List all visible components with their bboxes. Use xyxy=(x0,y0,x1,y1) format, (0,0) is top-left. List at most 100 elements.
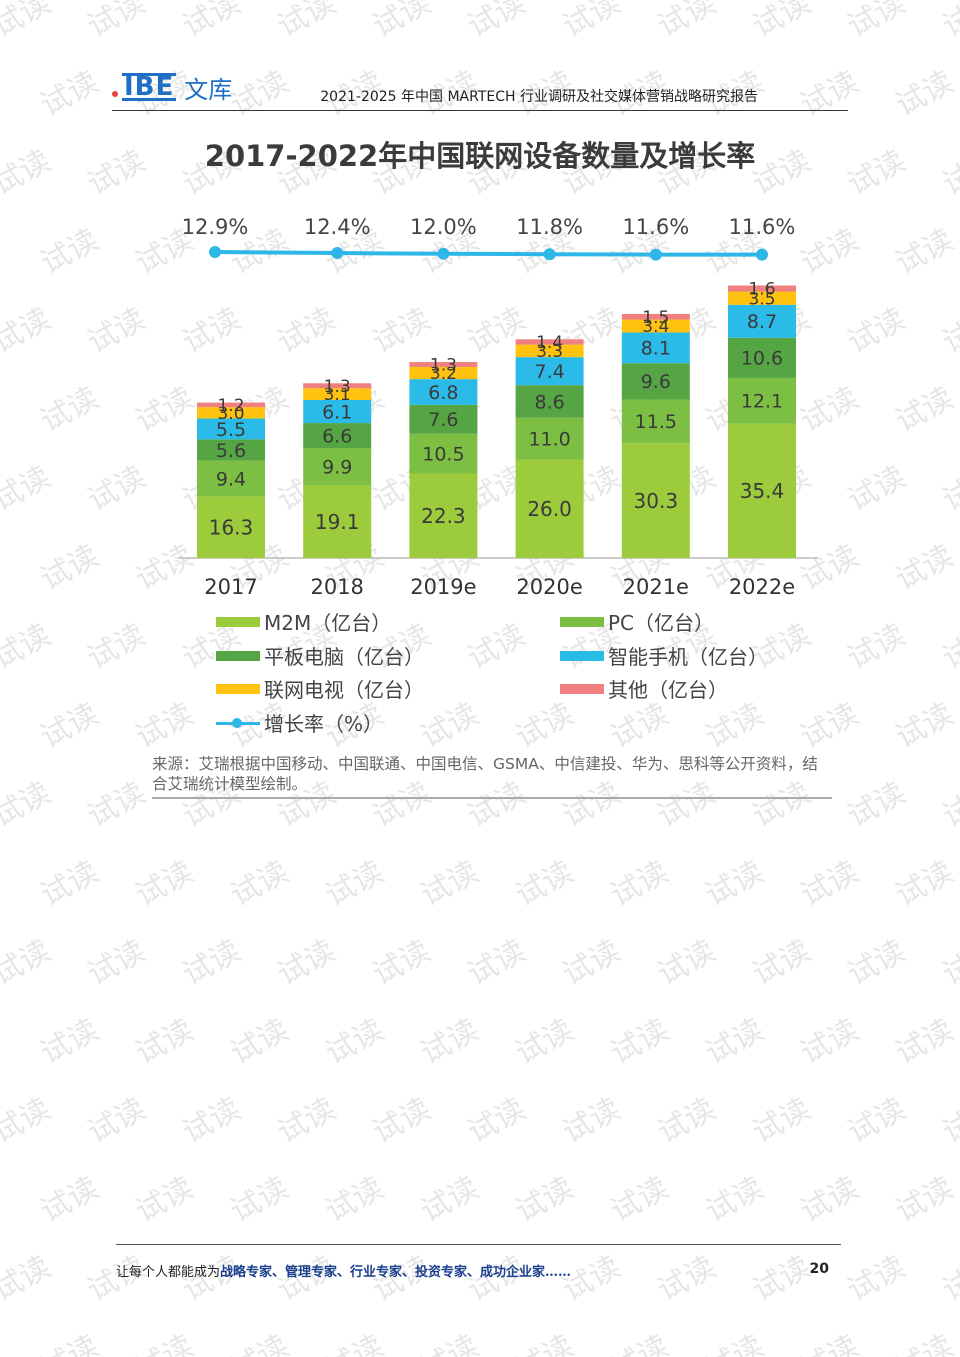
bar-segment xyxy=(515,385,584,418)
bar-value-label: 6.6 xyxy=(322,425,352,447)
bar-segment xyxy=(409,362,478,367)
watermark-text: 试读 xyxy=(936,1249,960,1309)
bar-value-label: 8.6 xyxy=(534,391,564,413)
bar-value-label: 35.4 xyxy=(740,479,785,503)
bar-segment xyxy=(621,313,690,320)
legend-growth-label: 增长率（%） xyxy=(264,712,384,736)
watermark-text: 试读 xyxy=(319,1170,390,1230)
watermark-text: 试读 xyxy=(889,1170,960,1230)
watermark-text: 试读 xyxy=(34,222,105,282)
watermark-text: 试读 xyxy=(746,933,817,993)
bar-segment xyxy=(728,304,796,338)
legend-pc: PC（亿台） xyxy=(560,607,714,636)
bar-segment xyxy=(515,339,584,345)
legend-phone: 智能手机（亿台） xyxy=(560,641,768,670)
watermark-text: 试读 xyxy=(366,1091,437,1151)
watermark-text: 试读 xyxy=(889,222,960,282)
bar-value-label: 10.6 xyxy=(741,348,783,370)
watermark-text: 试读 xyxy=(0,0,57,45)
chart-title: 2017-2022年中国联网设备数量及增长率 xyxy=(204,139,756,173)
bar-segment xyxy=(515,417,584,460)
bar-value-label: 16.3 xyxy=(209,515,254,539)
logo-mark: IBE xyxy=(122,72,177,102)
growth-rate-label: 11.6% xyxy=(622,215,689,239)
bar-segment xyxy=(621,319,690,333)
watermark-text: 试读 xyxy=(126,1321,200,1357)
watermark-text: 试读 xyxy=(651,933,722,993)
logo-text: 文库 xyxy=(184,75,233,104)
watermark-text: 试读 xyxy=(746,0,817,45)
watermark-text: 试读 xyxy=(841,1091,912,1151)
watermark-text: 试读 xyxy=(936,459,960,519)
legend-pc-label: PC（亿台） xyxy=(608,611,715,635)
bar-value-label: 6.8 xyxy=(428,382,458,404)
watermark-text: 试读 xyxy=(889,64,960,124)
bar-segment xyxy=(197,439,265,461)
growth-rate-point xyxy=(649,248,662,261)
bar-segment xyxy=(728,337,796,378)
legend-tablet-swatch xyxy=(216,650,260,661)
bar-value-label: 7.4 xyxy=(534,361,564,383)
watermark-text: 试读 xyxy=(889,1012,960,1072)
watermark-text: 试读 xyxy=(936,617,960,677)
watermark-text: 试读 xyxy=(936,301,960,361)
growth-rate-label: 11.6% xyxy=(729,215,796,239)
bar-value-label: 22.3 xyxy=(421,504,466,528)
legend-growth-swatch xyxy=(216,716,260,730)
watermark-text: 试读 xyxy=(81,0,152,45)
bar-value-label: 3.1 xyxy=(324,385,351,405)
logo-dot-icon xyxy=(112,91,118,97)
watermark-text: 试读 xyxy=(841,459,912,519)
bar-value-label: 11.5 xyxy=(635,411,677,433)
legend-other-label: 其他（亿台） xyxy=(608,678,728,702)
watermark-text: 试读 xyxy=(746,1091,817,1151)
watermark-text: 试读 xyxy=(319,1012,390,1072)
legend-tv-label: 联网电视（亿台） xyxy=(264,678,424,702)
bar-value-label: 1.4 xyxy=(536,333,563,353)
legend-other-swatch xyxy=(560,683,604,694)
watermark-text: 试读 xyxy=(889,380,960,440)
chart-legend: M2M（亿台） PC（亿台） 平板电脑（亿台） 智能手机（亿台） 联网电视（亿台… xyxy=(216,607,836,737)
watermark-text: 试读 xyxy=(0,617,57,677)
watermark-text: 试读 xyxy=(794,854,865,914)
bar-segment xyxy=(409,433,478,474)
legend-tablet-label: 平板电脑（亿台） xyxy=(264,645,424,669)
bar-value-label: 1.5 xyxy=(642,308,669,328)
bar-value-label: 1.3 xyxy=(324,377,351,397)
watermark-text: 试读 xyxy=(889,854,960,914)
bar-segment xyxy=(197,402,265,408)
watermark-text: 试读 xyxy=(414,854,485,914)
watermark-text: 试读 xyxy=(461,1091,532,1151)
bar-value-label: 3.3 xyxy=(536,342,563,362)
growth-rate-label: 12.9% xyxy=(182,215,249,239)
bar-value-label: 5.5 xyxy=(216,419,246,441)
footer-slogan: 让每个人都能成为战略专家、管理专家、行业专家、投资专家、成功企业家…… xyxy=(116,1261,571,1280)
footer-highlight: 战略专家、管理专家、行业专家、投资专家、成功企业家…… xyxy=(220,1265,572,1280)
growth-rate-point xyxy=(756,248,768,261)
bar-segment xyxy=(303,399,372,424)
watermark-text: 试读 xyxy=(506,1321,580,1357)
watermark-text: 试读 xyxy=(34,380,105,440)
watermark-text: 试读 xyxy=(936,1091,960,1151)
bar-segment xyxy=(728,423,796,558)
page-number: 20 xyxy=(809,1261,829,1277)
watermark-text: 试读 xyxy=(129,696,200,756)
watermark-text: 试读 xyxy=(34,1012,105,1072)
legend-pc-swatch xyxy=(560,616,604,627)
bar-value-label: 30.3 xyxy=(634,489,679,513)
watermark-text: 试读 xyxy=(886,1321,960,1357)
watermark-text: 试读 xyxy=(794,1012,865,1072)
watermark-text: 试读 xyxy=(81,775,152,835)
bar-segment xyxy=(621,332,690,364)
watermark-text: 试读 xyxy=(604,1012,675,1072)
growth-rate-label: 12.0% xyxy=(410,215,477,239)
logo: IBE 文库 xyxy=(112,70,232,104)
footer-prefix: 让每个人都能成为 xyxy=(116,1265,221,1280)
legend-m2m: M2M（亿台） xyxy=(216,607,391,636)
watermark-text: 试读 xyxy=(556,0,627,45)
watermark-text: 试读 xyxy=(224,1170,295,1230)
bar-value-label: 6.1 xyxy=(322,401,352,423)
watermark-text: 试读 xyxy=(841,1249,912,1309)
watermark-text: 试读 xyxy=(699,1012,770,1072)
watermark-text: 试读 xyxy=(889,538,960,598)
